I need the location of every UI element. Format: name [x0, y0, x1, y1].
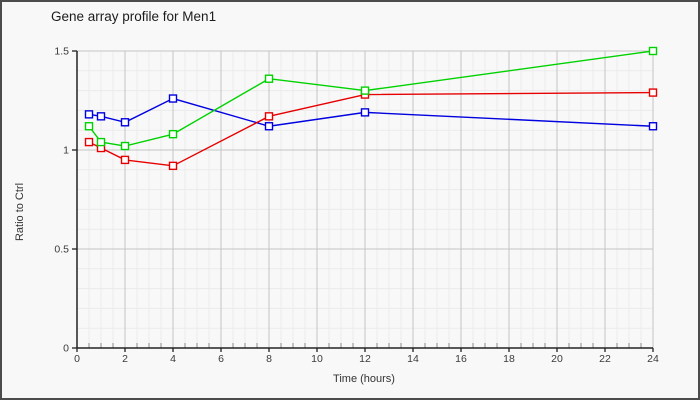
data-point-marker-blue [168, 94, 178, 103]
data-point-marker-green [84, 122, 94, 131]
data-point-marker-blue [360, 108, 370, 117]
data-point-marker-green [648, 46, 658, 56]
y-tick-label: 1 [63, 145, 69, 157]
data-point-marker-green [264, 74, 274, 83]
y-tick-label: 0 [63, 343, 69, 355]
data-point-marker-red [264, 112, 274, 121]
data-point-marker-red [84, 137, 94, 147]
x-tick-label: 18 [503, 353, 515, 365]
data-point-marker-green [168, 129, 178, 139]
data-point-marker-red [120, 155, 130, 165]
x-tick-label: 2 [122, 353, 128, 365]
data-point-marker-blue [648, 122, 658, 131]
data-point-marker-red [648, 88, 658, 97]
x-tick-label: 16 [455, 353, 467, 365]
x-tick-label: 24 [647, 353, 659, 365]
data-point-marker-green [96, 137, 106, 147]
x-axis-title: Time (hours) [333, 373, 395, 385]
x-tick-label: 0 [74, 353, 80, 365]
data-point-marker-green [360, 86, 370, 95]
x-tick-label: 4 [170, 353, 176, 365]
data-point-marker-green [120, 141, 130, 151]
y-tick-label: 1.5 [54, 46, 69, 58]
data-point-marker-blue [96, 112, 106, 121]
data-point-marker-red [168, 161, 178, 171]
series-line-red [88, 91, 654, 167]
y-tick-label: 0.5 [54, 244, 69, 256]
x-tick-label: 20 [551, 353, 563, 365]
x-tick-label: 8 [266, 353, 272, 365]
x-tick-label: 10 [311, 353, 323, 365]
x-tick-label: 12 [359, 353, 371, 365]
chart-title: Gene array profile for Men1 [51, 9, 217, 24]
x-tick-label: 22 [599, 353, 611, 365]
data-point-marker-blue [264, 122, 274, 131]
x-tick-label: 6 [218, 353, 224, 365]
data-point-marker-blue [84, 110, 94, 119]
data-point-marker-blue [120, 118, 130, 127]
x-tick-label: 14 [407, 353, 419, 365]
